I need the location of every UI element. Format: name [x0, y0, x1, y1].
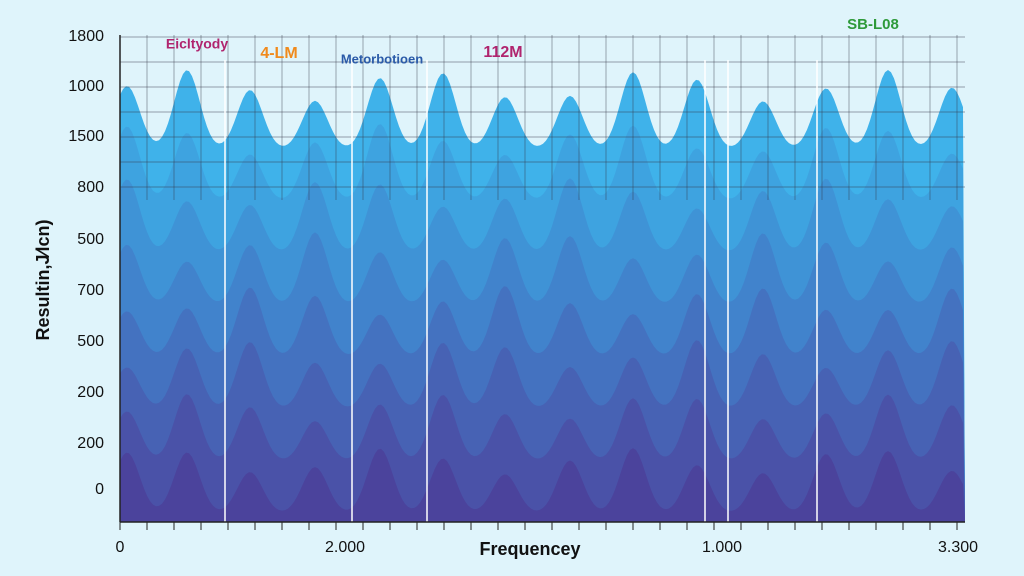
annotation: 4-LM — [260, 45, 297, 62]
y-tick-label: 500 — [77, 333, 104, 350]
annotation: 112M — [483, 44, 522, 61]
annotation: SB-L08 — [847, 16, 899, 33]
annotation: Eicltyody — [166, 36, 228, 52]
y-tick-label: 500 — [77, 231, 104, 248]
y-tick-label: 1800 — [68, 28, 104, 45]
y-axis-label: Resultin,J⁄lcn) — [33, 219, 53, 340]
x-tick-label: 3.300 — [938, 539, 978, 556]
wave-layer — [120, 448, 965, 522]
y-tick-label: 0 — [95, 481, 104, 498]
x-tick-label: 0 — [116, 539, 125, 556]
y-tick-label: 800 — [77, 179, 104, 196]
plot-area — [119, 35, 965, 523]
y-tick-label: 200 — [77, 384, 104, 401]
y-tick-label: 200 — [77, 435, 104, 452]
x-tick-label: 2.000 — [325, 539, 365, 556]
annotation: Metorbotioen — [341, 51, 423, 66]
y-tick-label: 1500 — [68, 128, 104, 145]
y-tick-label: 700 — [77, 282, 104, 299]
x-axis-label: Frequencey — [479, 539, 580, 559]
y-tick-label: 1000 — [68, 78, 104, 95]
x-tick-label: 1.000 — [702, 539, 742, 556]
